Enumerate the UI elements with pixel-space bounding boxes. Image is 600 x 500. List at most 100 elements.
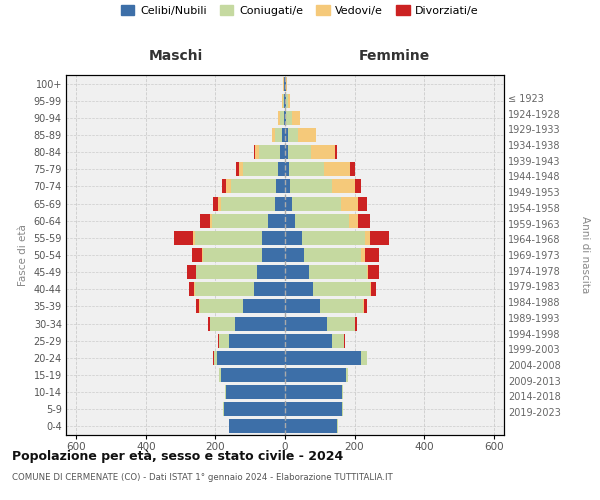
Bar <box>361 351 367 365</box>
Bar <box>290 180 332 194</box>
Bar <box>285 76 286 90</box>
Text: COMUNE DI CERMENATE (CO) - Dati ISTAT 1° gennaio 2024 - Elaborazione TUTTITALIA.: COMUNE DI CERMENATE (CO) - Dati ISTAT 1°… <box>12 472 393 482</box>
Bar <box>288 94 290 108</box>
Bar <box>239 162 243 176</box>
Bar <box>254 145 256 159</box>
Bar <box>304 248 361 262</box>
Bar <box>344 334 346 347</box>
Bar <box>282 128 285 142</box>
Bar <box>268 214 285 228</box>
Bar <box>292 111 300 125</box>
Bar <box>229 420 285 434</box>
Bar <box>254 282 285 296</box>
Bar <box>208 316 210 330</box>
Bar <box>235 316 285 330</box>
Legend: Celibi/Nubili, Coniugati/e, Vedovi/e, Divorziati/e: Celibi/Nubili, Coniugati/e, Vedovi/e, Di… <box>117 0 483 20</box>
Bar <box>278 162 285 176</box>
Bar <box>284 76 285 90</box>
Bar <box>280 111 284 125</box>
Bar <box>222 180 226 194</box>
Bar <box>200 300 243 314</box>
Bar <box>277 180 285 194</box>
Bar <box>298 128 316 142</box>
Bar <box>288 128 298 142</box>
Bar <box>285 231 302 245</box>
Text: Popolazione per età, sesso e stato civile - 2024: Popolazione per età, sesso e stato civil… <box>12 450 343 463</box>
Bar <box>280 145 285 159</box>
Bar <box>275 128 282 142</box>
Bar <box>210 316 235 330</box>
Bar <box>286 111 292 125</box>
Bar <box>286 94 288 108</box>
Bar <box>218 196 221 210</box>
Bar <box>224 402 285 416</box>
Bar <box>371 282 376 296</box>
Bar <box>363 300 364 314</box>
Bar <box>285 94 286 108</box>
Bar <box>286 76 287 90</box>
Text: Maschi: Maschi <box>148 48 203 62</box>
Bar <box>202 248 203 262</box>
Bar <box>203 248 262 262</box>
Bar <box>358 196 367 210</box>
Bar <box>256 145 259 159</box>
Bar <box>219 368 221 382</box>
Bar <box>285 214 295 228</box>
Bar <box>262 248 285 262</box>
Bar <box>349 214 358 228</box>
Bar <box>311 145 335 159</box>
Bar <box>302 231 365 245</box>
Bar <box>226 180 231 194</box>
Bar <box>212 196 218 210</box>
Bar <box>289 162 324 176</box>
Bar <box>187 265 196 279</box>
Bar <box>223 402 224 416</box>
Bar <box>217 351 285 365</box>
Bar <box>365 231 370 245</box>
Bar <box>199 300 200 314</box>
Bar <box>210 214 212 228</box>
Bar <box>193 231 194 245</box>
Bar <box>226 385 285 399</box>
Bar <box>192 248 202 262</box>
Bar <box>285 334 332 347</box>
Bar <box>275 196 285 210</box>
Bar <box>285 145 289 159</box>
Bar <box>289 145 311 159</box>
Bar <box>364 300 367 314</box>
Bar <box>285 162 289 176</box>
Bar <box>189 282 194 296</box>
Bar <box>243 300 285 314</box>
Bar <box>361 248 365 262</box>
Bar <box>285 265 310 279</box>
Bar <box>243 162 278 176</box>
Bar <box>229 334 285 347</box>
Bar <box>355 180 361 194</box>
Bar <box>313 282 370 296</box>
Bar <box>196 265 257 279</box>
Bar <box>370 231 389 245</box>
Bar <box>285 196 292 210</box>
Bar <box>236 162 239 176</box>
Bar <box>332 334 344 347</box>
Bar <box>284 111 285 125</box>
Bar <box>285 316 327 330</box>
Bar <box>350 162 355 176</box>
Bar <box>285 368 346 382</box>
Bar <box>358 214 370 228</box>
Bar <box>285 300 320 314</box>
Bar <box>200 214 210 228</box>
Bar <box>278 111 280 125</box>
Bar <box>335 145 337 159</box>
Bar <box>282 94 283 108</box>
Bar <box>285 402 343 416</box>
Bar <box>365 248 379 262</box>
Bar <box>295 214 349 228</box>
Bar <box>285 111 286 125</box>
Bar <box>285 420 337 434</box>
Bar <box>355 316 356 330</box>
Bar <box>341 196 358 210</box>
Bar <box>285 385 343 399</box>
Bar <box>346 368 347 382</box>
Bar <box>212 214 268 228</box>
